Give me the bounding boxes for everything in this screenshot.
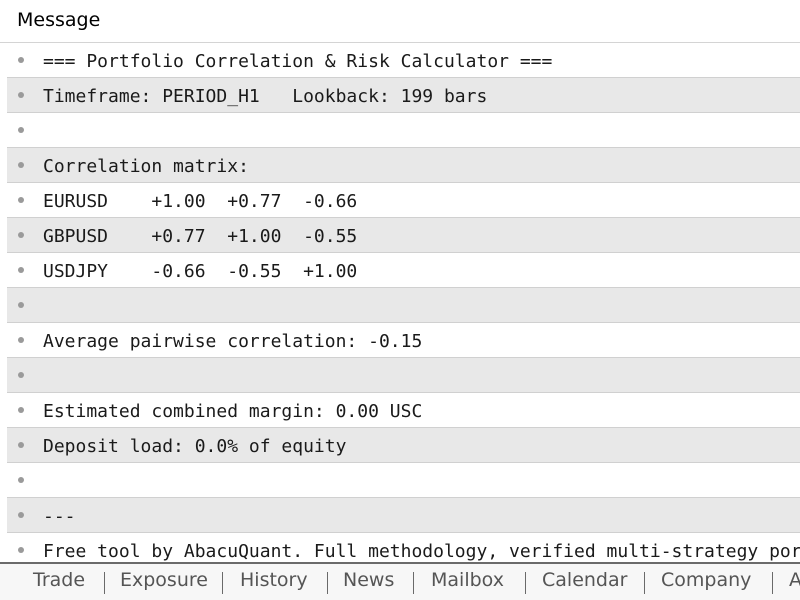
log-message: USDJPY -0.66 -0.55 +1.00 — [43, 261, 358, 282]
log-message: Free tool by AbacuQuant. Full methodolog… — [43, 541, 800, 562]
log-row[interactable]: Free tool by AbacuQuant. Full methodolog… — [7, 533, 800, 562]
tab-trade[interactable]: Trade — [33, 569, 86, 591]
tab-separator — [327, 572, 328, 594]
tab-news[interactable]: News — [343, 569, 395, 591]
bullet-icon — [18, 232, 24, 238]
log-row[interactable] — [7, 463, 800, 498]
bullet-icon — [18, 337, 24, 343]
log-message: Estimated combined margin: 0.00 USC — [43, 401, 423, 422]
log-message: Timeframe: PERIOD_H1 Lookback: 199 bars — [43, 86, 488, 107]
log-message: GBPUSD +0.77 +1.00 -0.55 — [43, 226, 358, 247]
bullet-icon — [18, 127, 24, 133]
message-column-header[interactable]: Message — [0, 0, 800, 43]
tab-mailbox[interactable]: Mailbox — [431, 569, 504, 591]
tab-company[interactable]: Company — [661, 569, 752, 591]
log-row[interactable]: --- — [7, 498, 800, 533]
log-message: === Portfolio Correlation & Risk Calcula… — [43, 51, 553, 72]
bullet-icon — [18, 512, 24, 518]
log-row[interactable]: Estimated combined margin: 0.00 USC — [7, 393, 800, 428]
log-row[interactable]: Deposit load: 0.0% of equity — [7, 428, 800, 463]
tab-separator — [222, 572, 223, 594]
log-row[interactable] — [7, 288, 800, 323]
bullet-icon — [18, 92, 24, 98]
log-row[interactable]: GBPUSD +0.77 +1.00 -0.55 — [7, 218, 800, 253]
bullet-icon — [18, 372, 24, 378]
tab-history[interactable]: History — [240, 569, 308, 591]
log-row[interactable]: USDJPY -0.66 -0.55 +1.00 — [7, 253, 800, 288]
log-message: Deposit load: 0.0% of equity — [43, 436, 347, 457]
tab-separator — [525, 572, 526, 594]
bullet-icon — [18, 162, 24, 168]
tab-exposure[interactable]: Exposure — [120, 569, 208, 591]
tab-separator — [104, 572, 105, 594]
bullet-icon — [18, 442, 24, 448]
message-header-label: Message — [17, 9, 101, 31]
log-row[interactable]: EURUSD +1.00 +0.77 -0.66 — [7, 183, 800, 218]
log-row[interactable]: Correlation matrix: — [7, 148, 800, 183]
bullet-icon — [18, 197, 24, 203]
log-row[interactable]: === Portfolio Correlation & Risk Calcula… — [7, 43, 800, 78]
tab-separator — [644, 572, 645, 594]
bullet-icon — [18, 267, 24, 273]
log-row[interactable] — [7, 358, 800, 393]
log-row[interactable] — [7, 113, 800, 148]
tab-calendar[interactable]: Calendar — [542, 569, 628, 591]
log-row[interactable]: Average pairwise correlation: -0.15 — [7, 323, 800, 358]
bullet-icon — [18, 477, 24, 483]
tab-separator — [413, 572, 414, 594]
tab-truncated[interactable]: A — [789, 569, 800, 591]
bullet-icon — [18, 302, 24, 308]
log-message: Correlation matrix: — [43, 156, 249, 177]
journal-log[interactable]: === Portfolio Correlation & Risk Calcula… — [0, 43, 800, 562]
bullet-icon — [18, 547, 24, 553]
log-row[interactable]: Timeframe: PERIOD_H1 Lookback: 199 bars — [7, 78, 800, 113]
log-message: EURUSD +1.00 +0.77 -0.66 — [43, 191, 358, 212]
bullet-icon — [18, 407, 24, 413]
bullet-icon — [18, 57, 24, 63]
log-message: Average pairwise correlation: -0.15 — [43, 331, 423, 352]
log-message: --- — [43, 506, 76, 527]
tab-separator — [772, 572, 773, 594]
toolbox-tab-bar: Trade Exposure History News Mailbox Cale… — [0, 562, 800, 600]
